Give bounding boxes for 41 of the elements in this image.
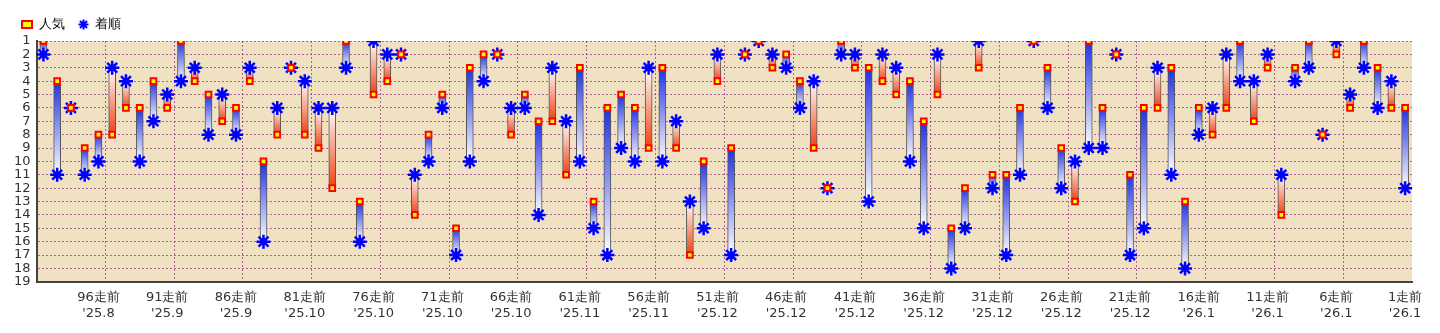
x-tick-label: 41走前 '25.12 (833, 288, 877, 320)
x-tick-label: 76走前 '25.10 (352, 288, 395, 320)
x-tick-label: 96走前 '25.8 (77, 288, 120, 320)
y-tick-label: 14 (14, 206, 31, 222)
x-tick-label: 11走前 '26.1 (1246, 288, 1289, 320)
x-tick-label: 36走前 '25.12 (902, 288, 945, 320)
y-tick-label: 10 (14, 152, 31, 168)
x-tick-label: 81走前 '25.10 (283, 288, 327, 320)
legend-label: 人気 (38, 15, 65, 31)
x-tick-label: 31走前 '25.12 (971, 288, 1014, 320)
y-tick-label: 2 (22, 45, 31, 61)
legend-label: 着順 (95, 15, 121, 31)
y-tick-label: 16 (14, 233, 31, 249)
y-tick-label: 4 (22, 72, 31, 88)
x-tick-label: 71走前 '25.10 (421, 288, 464, 320)
y-tick-label: 5 (22, 85, 31, 101)
y-tick-label: 18 (14, 259, 31, 275)
y-tick-label: 7 (22, 112, 31, 128)
y-tick-label: 1 (22, 32, 31, 48)
x-tick-label: 51走前 '25.12 (696, 288, 739, 320)
y-tick-label: 6 (22, 99, 31, 115)
x-tick-label: 56走前 '25.11 (627, 288, 670, 320)
y-tick-label: 15 (14, 219, 31, 235)
x-tick-label: 91走前 '25.9 (145, 288, 189, 320)
y-tick-label: 12 (14, 179, 31, 195)
x-tick-label: 61走前 '25.11 (558, 288, 602, 320)
y-tick-label: 13 (14, 192, 31, 208)
y-tick-label: 17 (14, 246, 31, 262)
y-tick-label: 8 (22, 126, 31, 142)
y-tick-label: 19 (14, 273, 31, 289)
x-tick-label: 21走前 '25.12 (1108, 288, 1152, 320)
x-tick-label: 1走前 '26.1 (1387, 288, 1423, 320)
x-tick-label: 46走前 '25.12 (764, 288, 808, 320)
y-tick-label: 3 (22, 59, 31, 75)
y-tick-label: 11 (14, 166, 31, 182)
x-tick-label: 86走前 '25.9 (214, 288, 258, 320)
y-tick-label: 9 (22, 139, 31, 155)
x-tick-label: 6走前 '26.1 (1319, 288, 1354, 320)
x-tick-label: 66走前 '25.10 (489, 288, 533, 320)
x-tick-label: 16走前 '26.1 (1177, 288, 1221, 320)
x-tick-label: 26走前 '25.12 (1039, 288, 1083, 320)
